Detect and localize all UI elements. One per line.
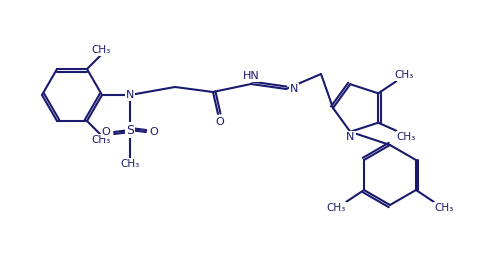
Text: O: O: [102, 127, 110, 137]
Text: N: N: [126, 90, 134, 100]
Text: CH₃: CH₃: [91, 135, 111, 145]
Text: O: O: [150, 127, 159, 137]
Text: HN: HN: [243, 71, 259, 81]
Text: S: S: [126, 124, 134, 136]
Text: CH₃: CH₃: [434, 203, 453, 213]
Text: CH₃: CH₃: [395, 70, 414, 80]
Text: CH₃: CH₃: [327, 203, 346, 213]
Text: CH₃: CH₃: [91, 45, 111, 55]
Text: CH₃: CH₃: [397, 132, 416, 142]
Text: O: O: [215, 117, 224, 127]
Text: CH₃: CH₃: [121, 159, 140, 169]
Text: N: N: [346, 132, 355, 142]
Text: N: N: [290, 84, 298, 94]
